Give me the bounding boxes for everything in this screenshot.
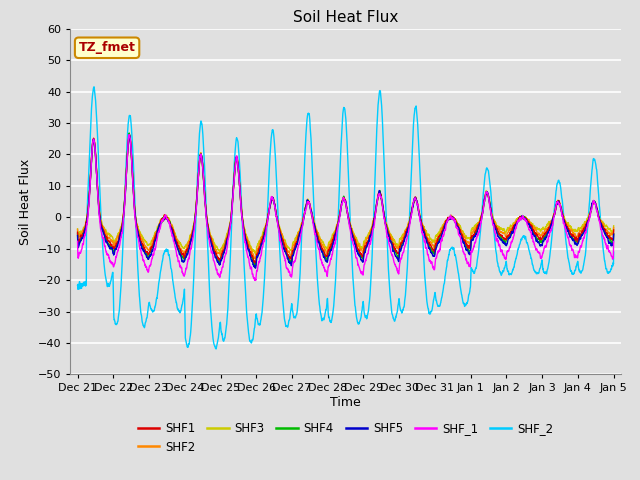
- SHF5: [542, 236, 550, 241]
- SHF2: [280, 239, 287, 244]
- SHF_1: [600, 234, 607, 240]
- SHF3: [303, 201, 310, 207]
- Line: SHF_2: SHF_2: [77, 87, 614, 349]
- SHF_2: [90, 84, 98, 90]
- SHF5: [280, 246, 287, 252]
- SHF1: [542, 229, 550, 235]
- SHF_2: [542, 269, 550, 275]
- SHF1: [303, 202, 310, 207]
- SHF4: [125, 130, 133, 136]
- SHF_1: [252, 277, 259, 283]
- SHF5: [610, 231, 618, 237]
- SHF2: [126, 132, 134, 138]
- SHF2: [167, 223, 175, 228]
- SHF3: [542, 224, 550, 230]
- SHF4: [74, 230, 81, 236]
- SHF4: [252, 263, 260, 269]
- SHF_1: [125, 132, 132, 138]
- SHF_2: [212, 346, 220, 352]
- SHF4: [280, 241, 287, 247]
- SHF_1: [280, 252, 287, 258]
- SHF1: [252, 260, 259, 265]
- Line: SHF3: SHF3: [77, 135, 614, 254]
- Line: SHF1: SHF1: [77, 136, 614, 263]
- SHF3: [280, 235, 287, 241]
- SHF3: [600, 220, 607, 226]
- Line: SHF5: SHF5: [77, 135, 614, 268]
- Line: SHF4: SHF4: [77, 133, 614, 266]
- SHF_1: [542, 244, 550, 250]
- SHF2: [303, 201, 310, 207]
- SHF1: [125, 133, 133, 139]
- SHF3: [135, 228, 143, 233]
- SHF_2: [610, 249, 618, 255]
- SHF5: [303, 200, 310, 206]
- SHF3: [610, 223, 618, 228]
- SHF3: [74, 226, 81, 232]
- Y-axis label: Soil Heat Flux: Soil Heat Flux: [19, 158, 32, 245]
- SHF5: [74, 233, 81, 239]
- SHF4: [610, 231, 618, 237]
- Line: SHF_1: SHF_1: [77, 135, 614, 280]
- SHF_2: [167, 264, 175, 270]
- SHF4: [303, 201, 310, 206]
- SHF4: [167, 223, 175, 229]
- SHF5: [125, 132, 133, 138]
- SHF_2: [74, 282, 81, 288]
- SHF4: [135, 233, 143, 239]
- SHF_1: [135, 240, 143, 246]
- SHF2: [74, 227, 81, 232]
- SHF5: [600, 227, 607, 232]
- SHF1: [280, 239, 287, 244]
- SHF2: [600, 222, 607, 228]
- SHF1: [600, 225, 607, 231]
- SHF5: [252, 265, 259, 271]
- SHF_1: [610, 239, 618, 244]
- SHF2: [252, 256, 260, 262]
- SHF4: [542, 233, 550, 239]
- SHF2: [542, 226, 550, 232]
- SHF3: [167, 220, 175, 226]
- SHF_1: [303, 203, 310, 209]
- SHF4: [600, 228, 607, 233]
- SHF_1: [167, 227, 175, 233]
- Title: Soil Heat Flux: Soil Heat Flux: [293, 10, 398, 25]
- SHF_1: [74, 239, 81, 244]
- SHF_2: [280, 307, 287, 312]
- SHF3: [252, 252, 260, 257]
- SHF1: [74, 229, 81, 235]
- SHF1: [167, 224, 175, 229]
- Line: SHF2: SHF2: [77, 135, 614, 259]
- SHF2: [135, 230, 143, 236]
- SHF5: [135, 235, 143, 240]
- Legend: SHF1, SHF2, SHF3, SHF4, SHF5, SHF_1, SHF_2: SHF1, SHF2, SHF3, SHF4, SHF5, SHF_1, SHF…: [133, 417, 558, 458]
- SHF_2: [303, 120, 310, 126]
- X-axis label: Time: Time: [330, 396, 361, 409]
- SHF1: [610, 227, 618, 233]
- SHF_2: [600, 249, 607, 255]
- SHF_2: [135, 285, 143, 291]
- SHF5: [167, 225, 175, 230]
- Text: TZ_fmet: TZ_fmet: [79, 41, 136, 54]
- SHF2: [610, 225, 618, 230]
- SHF3: [125, 132, 133, 138]
- SHF1: [135, 232, 143, 238]
